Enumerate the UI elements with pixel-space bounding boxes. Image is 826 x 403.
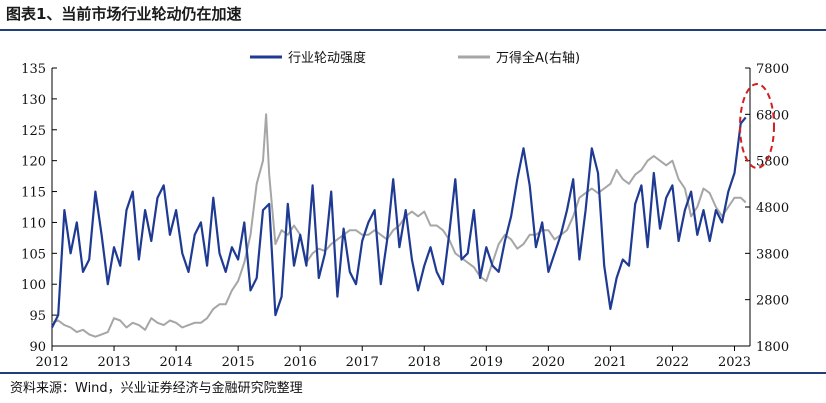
source-rule [0, 372, 826, 374]
x-tick-label: 2020 [532, 355, 565, 370]
right-tick-label: 7800 [756, 62, 789, 77]
series-layer [51, 113, 747, 338]
x-tick-label: 2019 [470, 355, 503, 370]
x-tick-label: 2016 [284, 355, 317, 370]
series-line-wind-all-a [51, 113, 747, 338]
left-tick-label: 135 [21, 62, 46, 77]
x-tick-label: 2013 [97, 355, 130, 370]
x-tick-label: 2022 [656, 355, 689, 370]
left-tick-label: 115 [21, 186, 46, 201]
x-axis: 2012 2013 2014 2015 2016 2017 2018 2019 2020 2021… [35, 346, 751, 370]
legend: 行业轮动强度 万得全A(右轴) [250, 50, 580, 66]
left-tick-label: 95 [29, 309, 46, 324]
series-line-rotation-strength [51, 116, 747, 328]
x-tick-label: 2012 [35, 355, 68, 370]
legend-label-strength: 行业轮动强度 [288, 50, 366, 66]
x-tick-label: 2014 [160, 355, 193, 370]
chart-title: 图表1、当前市场行业轮动仍在加速 [6, 5, 242, 23]
chart-svg: 90 95 100 105 110 115 120 125 130 135 1800 2800 380… [21, 50, 789, 370]
left-tick-label: 90 [29, 340, 46, 355]
x-tick-label: 2021 [594, 355, 627, 370]
x-tick-label: 2017 [346, 355, 379, 370]
left-tick-label: 110 [21, 216, 46, 231]
legend-label-wind-a: 万得全A(右轴) [496, 50, 580, 66]
x-tick-label: 2023 [718, 355, 751, 370]
highlight-ellipse [739, 83, 775, 169]
left-axis: 90 95 100 105 110 115 120 125 130 135 [21, 62, 57, 355]
left-tick-label: 100 [21, 278, 46, 293]
x-tick-label: 2015 [222, 355, 255, 370]
right-tick-label: 4800 [756, 201, 789, 216]
right-tick-label: 2800 [756, 294, 789, 309]
title-rule [0, 29, 826, 31]
left-tick-label: 125 [21, 124, 46, 139]
source-note: 资料来源：Wind，兴业证券经济与金融研究院整理 [10, 381, 303, 396]
right-tick-label: 5800 [756, 155, 789, 170]
left-tick-label: 130 [21, 93, 46, 108]
left-tick-label: 120 [21, 155, 46, 170]
right-tick-label: 1800 [756, 340, 789, 355]
x-tick-label: 2018 [408, 355, 441, 370]
right-tick-label: 3800 [756, 247, 789, 262]
left-tick-label: 105 [21, 247, 46, 262]
